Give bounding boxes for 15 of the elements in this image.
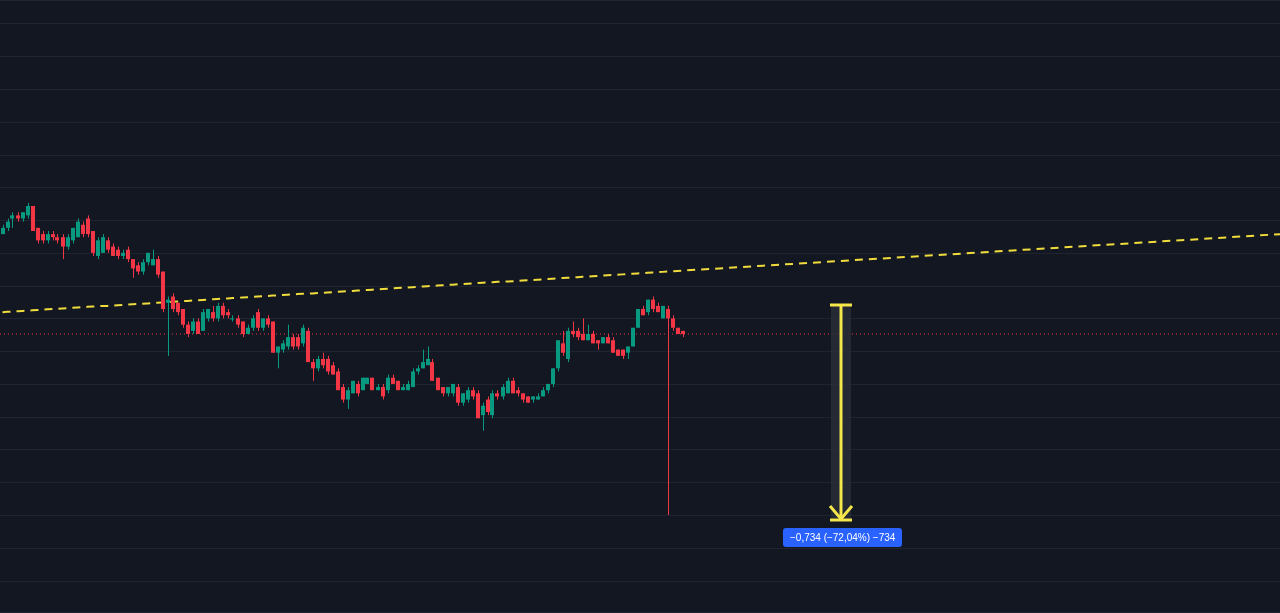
text: −0,734 (−72,04%) −734 [783,528,903,547]
candlestick [551,367,555,388]
candlestick [430,358,434,382]
candlestick [230,314,234,323]
candlestick [61,233,65,260]
candlestick [486,395,490,416]
candlestick [456,383,460,407]
candlestick [481,402,485,432]
candlestick [301,324,305,347]
candlestick [311,358,315,382]
candlestick [666,305,670,516]
candlestick [166,296,170,357]
candlestick [256,308,260,332]
candlestick [386,374,390,394]
candlestick [216,302,220,323]
